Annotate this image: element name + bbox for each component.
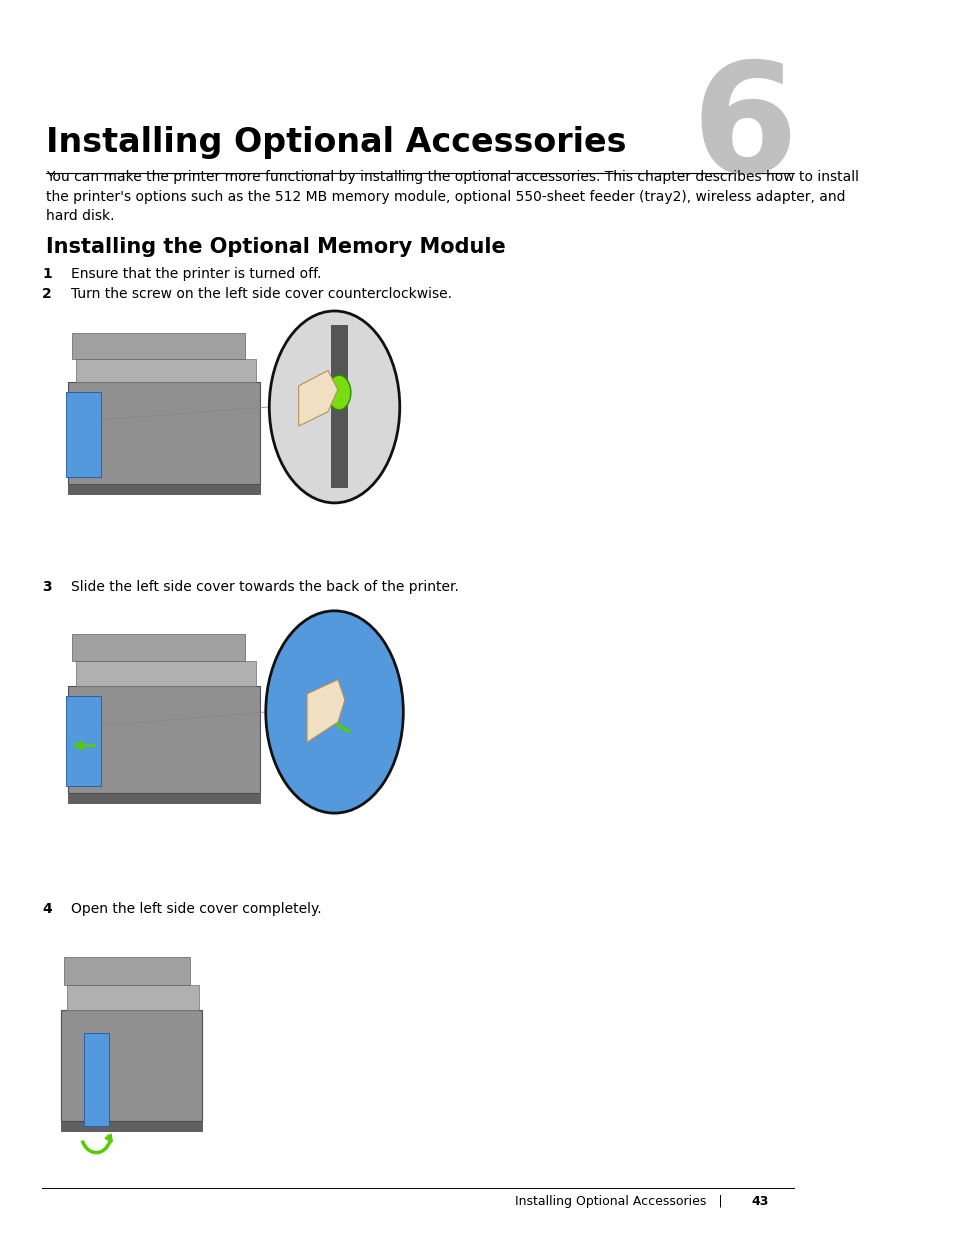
FancyBboxPatch shape [331,325,347,489]
FancyBboxPatch shape [68,382,260,484]
FancyBboxPatch shape [68,685,260,793]
Text: Installing the Optional Memory Module: Installing the Optional Memory Module [46,237,505,257]
FancyBboxPatch shape [76,661,256,685]
Text: 3: 3 [42,580,52,594]
FancyBboxPatch shape [61,1010,201,1120]
FancyBboxPatch shape [84,1034,109,1126]
FancyBboxPatch shape [71,634,245,661]
Circle shape [266,611,403,813]
FancyBboxPatch shape [68,484,260,494]
Text: 2: 2 [42,287,52,300]
Text: 1: 1 [42,267,52,280]
Text: 4: 4 [42,902,52,915]
FancyBboxPatch shape [68,793,260,804]
Circle shape [327,375,351,410]
FancyBboxPatch shape [64,957,190,986]
Text: You can make the printer more functional by installing the optional accessories.: You can make the printer more functional… [46,170,859,224]
Text: Installing Optional Accessories: Installing Optional Accessories [46,126,626,159]
Text: 6: 6 [691,56,797,205]
Text: Open the left side cover completely.: Open the left side cover completely. [71,902,322,915]
Text: Turn the screw on the left side cover counterclockwise.: Turn the screw on the left side cover co… [71,287,452,300]
Polygon shape [307,679,344,742]
FancyBboxPatch shape [71,332,245,359]
FancyBboxPatch shape [67,986,198,1010]
Polygon shape [298,370,337,426]
Text: 43: 43 [751,1194,768,1208]
FancyBboxPatch shape [76,359,256,382]
Text: Slide the left side cover towards the back of the printer.: Slide the left side cover towards the ba… [71,580,458,594]
FancyBboxPatch shape [66,697,101,787]
FancyBboxPatch shape [66,391,101,477]
FancyBboxPatch shape [61,1120,201,1131]
Text: Installing Optional Accessories   |: Installing Optional Accessories | [514,1194,721,1208]
Circle shape [269,311,399,503]
Text: Ensure that the printer is turned off.: Ensure that the printer is turned off. [71,267,321,280]
